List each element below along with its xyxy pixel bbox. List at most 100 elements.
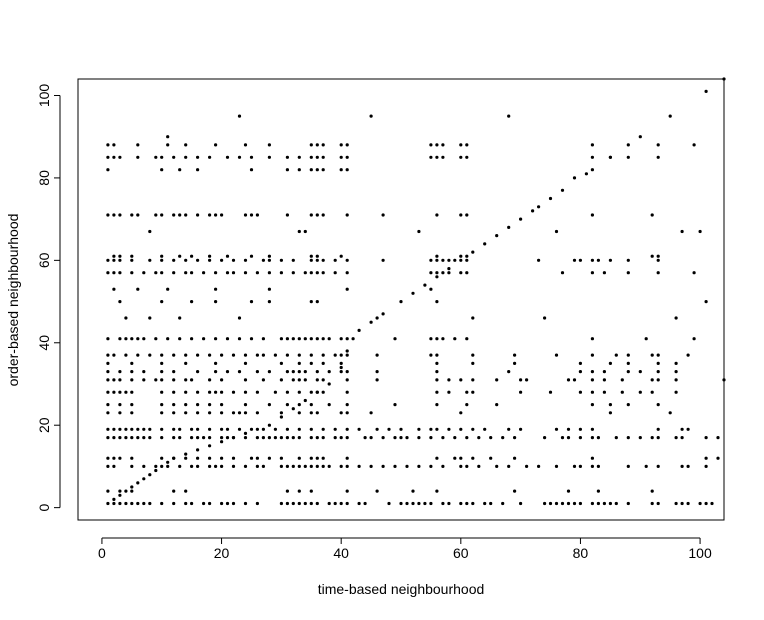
- data-point: [656, 427, 660, 431]
- data-point: [255, 464, 259, 468]
- data-point: [321, 436, 325, 440]
- data-point: [172, 258, 176, 262]
- data-point: [596, 258, 601, 262]
- data-point: [489, 436, 493, 440]
- data-point: [309, 254, 313, 258]
- data-point: [112, 501, 116, 506]
- data-point: [220, 427, 224, 431]
- data-point: [279, 464, 283, 468]
- data-point: [297, 501, 301, 506]
- data-point: [255, 271, 259, 275]
- data-point: [608, 155, 613, 159]
- data-point: [321, 143, 325, 147]
- data-point: [566, 378, 571, 382]
- data-point: [208, 258, 212, 262]
- data-point: [255, 353, 259, 357]
- data-point: [441, 436, 445, 440]
- data-point: [501, 436, 505, 440]
- data-point: [590, 168, 595, 172]
- data-point: [315, 436, 319, 440]
- data-point: [447, 271, 451, 275]
- data-point: [525, 464, 529, 468]
- data-point: [118, 493, 122, 497]
- data-point: [202, 436, 206, 440]
- data-point: [590, 403, 595, 407]
- data-point: [441, 501, 445, 506]
- data-point: [339, 501, 343, 506]
- data-point: [148, 316, 152, 320]
- data-point: [184, 258, 188, 262]
- data-point: [225, 254, 230, 258]
- data-point: [554, 501, 559, 506]
- data-point: [381, 312, 385, 316]
- data-point: [590, 155, 595, 159]
- data-point: [656, 353, 660, 357]
- data-point: [453, 258, 457, 262]
- data-point: [160, 271, 164, 275]
- data-point: [267, 403, 271, 407]
- data-point: [243, 378, 248, 382]
- data-point: [243, 431, 248, 435]
- data-point: [315, 378, 319, 382]
- data-point: [656, 258, 660, 262]
- data-point: [608, 403, 613, 407]
- data-point: [375, 489, 379, 493]
- data-point: [453, 436, 457, 440]
- data-point: [106, 403, 110, 407]
- data-point: [273, 390, 277, 394]
- data-point: [722, 77, 726, 81]
- data-point: [297, 378, 301, 382]
- data-point: [698, 229, 702, 234]
- data-point: [178, 427, 182, 431]
- data-point: [339, 168, 343, 172]
- data-point: [447, 258, 451, 262]
- data-point: [291, 407, 295, 411]
- data-point: [590, 436, 595, 440]
- data-point: [596, 501, 601, 506]
- data-point: [208, 444, 212, 448]
- data-point: [441, 143, 445, 147]
- plot-frame: [77, 78, 725, 521]
- data-point: [465, 143, 469, 147]
- data-point: [303, 501, 307, 506]
- data-point: [405, 501, 409, 506]
- data-point: [453, 337, 457, 341]
- data-point: [417, 464, 421, 468]
- data-point: [459, 427, 463, 431]
- data-point: [178, 213, 182, 217]
- data-point: [267, 423, 271, 427]
- data-point: [393, 337, 397, 341]
- data-point: [626, 143, 630, 147]
- data-point: [435, 353, 439, 357]
- data-point: [118, 337, 122, 341]
- data-point: [130, 501, 134, 506]
- data-point: [297, 489, 301, 493]
- data-point: [375, 353, 379, 357]
- data-point: [537, 205, 541, 209]
- data-point: [656, 254, 660, 258]
- data-point: [208, 403, 212, 407]
- data-point: [435, 213, 439, 217]
- data-point: [626, 464, 630, 468]
- data-point: [315, 168, 319, 172]
- data-point: [178, 168, 182, 172]
- data-point: [435, 271, 439, 275]
- data-point: [184, 143, 188, 147]
- data-point: [495, 234, 499, 238]
- data-point: [572, 378, 577, 382]
- data-point: [333, 427, 337, 431]
- data-point: [297, 353, 301, 357]
- data-point: [590, 258, 595, 262]
- data-point: [626, 501, 630, 506]
- data-point: [387, 427, 391, 431]
- data-point: [220, 213, 224, 217]
- data-point: [106, 489, 110, 493]
- data-point: [692, 337, 696, 341]
- data-point: [345, 411, 349, 415]
- data-point: [650, 436, 654, 440]
- data-point: [172, 353, 176, 357]
- data-point: [429, 258, 433, 262]
- data-point: [285, 168, 289, 172]
- data-point: [112, 258, 116, 262]
- data-point: [202, 337, 206, 341]
